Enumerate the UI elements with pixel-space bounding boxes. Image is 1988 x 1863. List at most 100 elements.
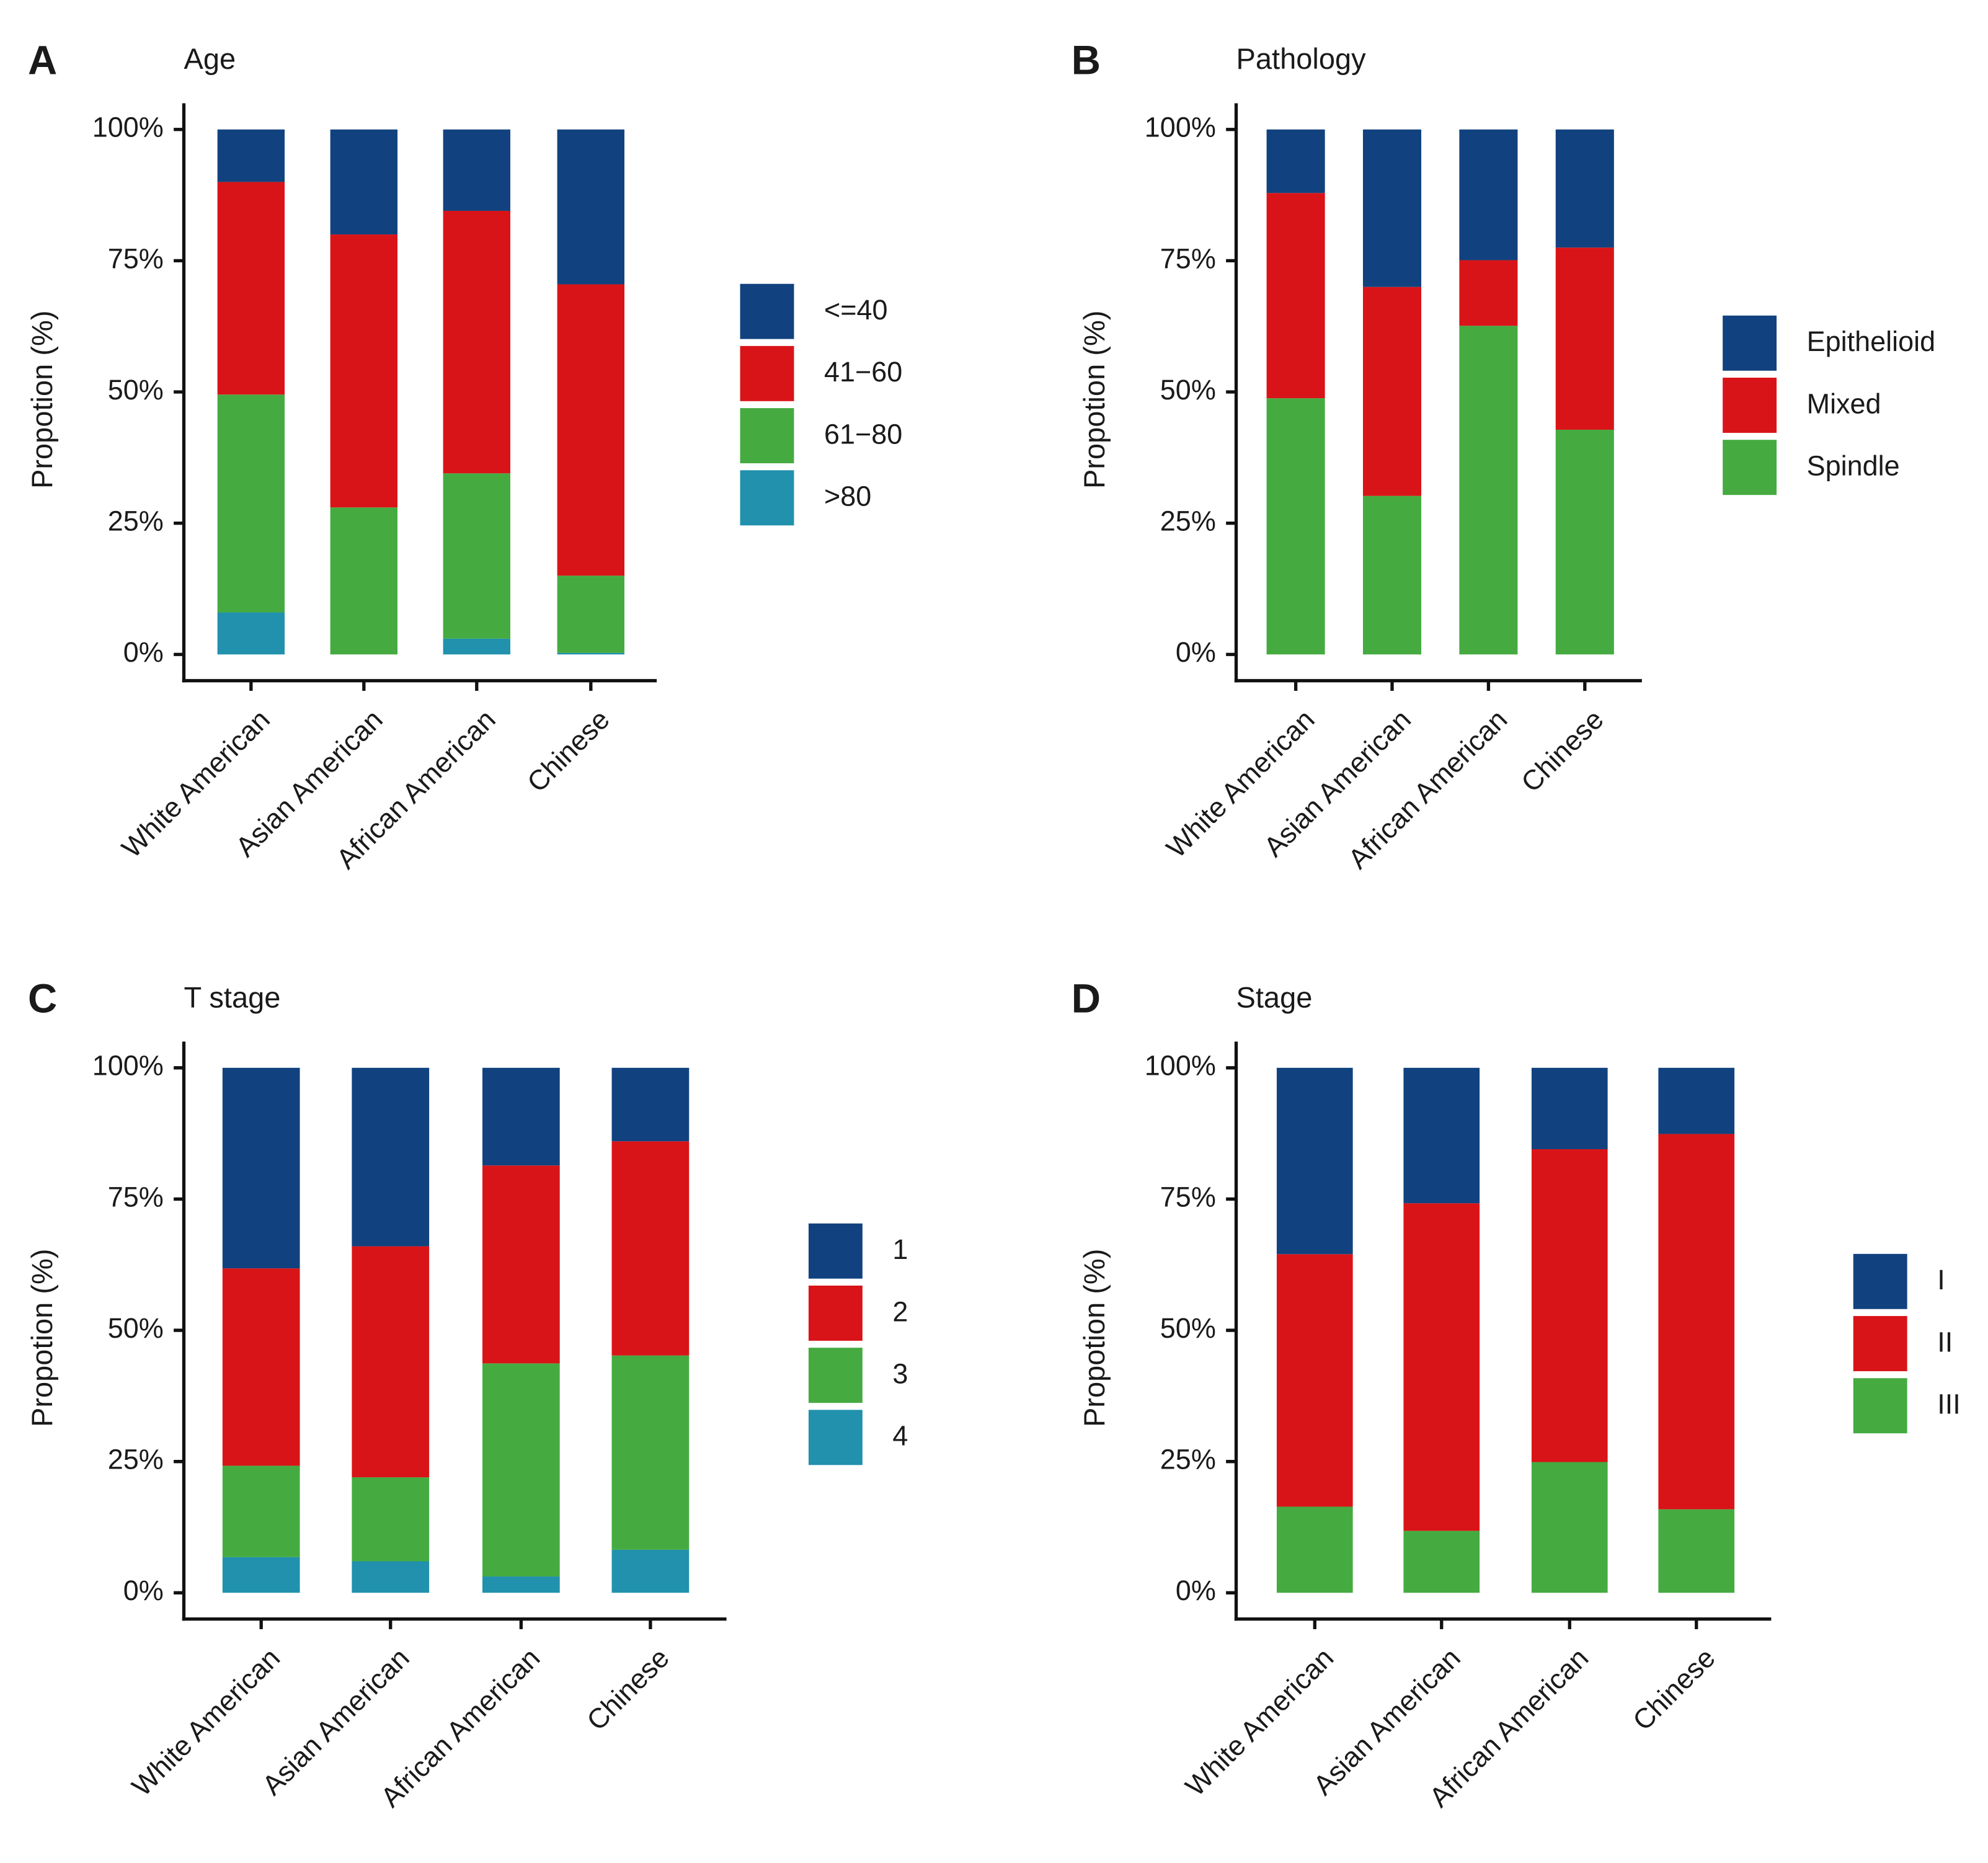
legend-label: >80	[824, 481, 871, 512]
bar-segment	[1266, 193, 1325, 399]
bar-segment	[1276, 1067, 1353, 1255]
legend-key	[1851, 1376, 1909, 1436]
legend-label: 4	[892, 1420, 908, 1452]
bar-segment	[1276, 1506, 1353, 1593]
legend-key	[806, 1283, 864, 1343]
y-tick-label: 50%	[108, 374, 164, 406]
y-axis-label: Propotion (%)	[25, 1249, 58, 1427]
y-tick-label: 75%	[108, 242, 164, 274]
bar-segment	[330, 507, 397, 655]
y-tick-label: 25%	[1160, 505, 1216, 537]
bar-segment	[1531, 1149, 1608, 1462]
bar-segment	[1531, 1462, 1608, 1593]
bar-segment	[1362, 496, 1422, 655]
legend-key	[1851, 1314, 1909, 1374]
legend-key	[738, 406, 796, 466]
bar-segment	[443, 210, 510, 474]
legend-key	[806, 1346, 864, 1405]
x-tick-label: Chinese	[1626, 1642, 1721, 1736]
bar-segment	[222, 1268, 300, 1466]
bar-segment	[1555, 247, 1614, 430]
legend-key	[806, 1221, 864, 1281]
bar-segment	[557, 576, 624, 653]
y-tick-label: 25%	[108, 1444, 164, 1475]
bar-segment	[611, 1141, 690, 1356]
legend-key	[738, 468, 796, 528]
legend-label: Epithelioid	[1807, 326, 1936, 357]
legend-key	[1721, 313, 1779, 373]
bar-segment	[443, 129, 510, 211]
bar-segment	[611, 1067, 690, 1142]
bar-segment	[1658, 1067, 1735, 1134]
bar-segment	[1459, 260, 1518, 326]
y-tick-label: 75%	[1160, 242, 1216, 274]
legend-key	[1721, 375, 1779, 435]
legend-key	[738, 344, 796, 403]
bar-segment	[217, 129, 285, 182]
bar-segment	[1362, 287, 1422, 496]
bar-segment	[482, 1067, 560, 1166]
bar-segment	[330, 234, 397, 508]
bar-segment	[1658, 1509, 1735, 1593]
bar-segment	[1459, 129, 1518, 260]
y-tick-label: 25%	[108, 505, 164, 537]
bar-segment	[1362, 129, 1422, 287]
legend-label: 61−80	[824, 418, 902, 450]
bar-segment	[557, 284, 624, 576]
bar-segment	[557, 129, 624, 285]
y-tick-label: 75%	[108, 1181, 164, 1212]
bar-segment	[1266, 129, 1325, 193]
legend-label: 2	[892, 1296, 908, 1327]
bar-segment	[352, 1477, 430, 1562]
bar-segment	[222, 1557, 300, 1593]
bar-segment	[217, 394, 285, 613]
bar-segment	[1658, 1134, 1735, 1510]
y-tick-label: 50%	[108, 1312, 164, 1344]
panel-letter: A	[28, 37, 57, 82]
bar-segment	[1555, 129, 1614, 248]
legend-key	[1851, 1252, 1909, 1311]
panel-letter: C	[28, 976, 57, 1021]
bar-segment	[482, 1576, 560, 1593]
chart-title: Pathology	[1236, 42, 1367, 75]
bar-segment	[1403, 1067, 1480, 1204]
y-tick-label: 100%	[92, 1050, 164, 1082]
legend-key	[806, 1408, 864, 1467]
bar-segment	[1266, 398, 1325, 655]
bar-segment	[557, 652, 624, 655]
bar-segment	[352, 1561, 430, 1593]
panel-letter: B	[1072, 37, 1101, 82]
y-axis-label: Propotion (%)	[1078, 311, 1111, 489]
bar-segment	[611, 1355, 690, 1550]
y-tick-label: 25%	[1160, 1444, 1216, 1475]
bar-segment	[1459, 326, 1518, 655]
bar-segment	[1403, 1531, 1480, 1593]
bar-segment	[222, 1465, 300, 1557]
bar-segment	[482, 1363, 560, 1577]
bar-segment	[1403, 1203, 1480, 1531]
legend-label: 41−60	[824, 356, 902, 388]
bar-segment	[482, 1165, 560, 1364]
chart-title: Age	[184, 42, 236, 75]
bar-segment	[1276, 1254, 1353, 1507]
bar-segment	[1555, 429, 1614, 655]
panel-letter: D	[1072, 976, 1101, 1021]
y-tick-label: 0%	[1176, 1575, 1216, 1606]
y-tick-label: 75%	[1160, 1181, 1216, 1212]
y-tick-label: 0%	[1176, 636, 1216, 668]
x-tick-label: Chinese	[1515, 703, 1610, 798]
y-tick-label: 0%	[123, 636, 164, 668]
legend-label: 3	[892, 1358, 908, 1390]
bar-segment	[611, 1549, 690, 1593]
chart-title: Stage	[1236, 980, 1313, 1013]
legend-key	[738, 282, 796, 341]
legend-label: Mixed	[1807, 388, 1881, 419]
y-tick-label: 100%	[92, 112, 164, 143]
bar-segment	[217, 612, 285, 655]
